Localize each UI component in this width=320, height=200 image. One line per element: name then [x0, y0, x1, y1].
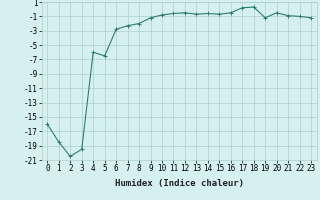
X-axis label: Humidex (Indice chaleur): Humidex (Indice chaleur) — [115, 179, 244, 188]
